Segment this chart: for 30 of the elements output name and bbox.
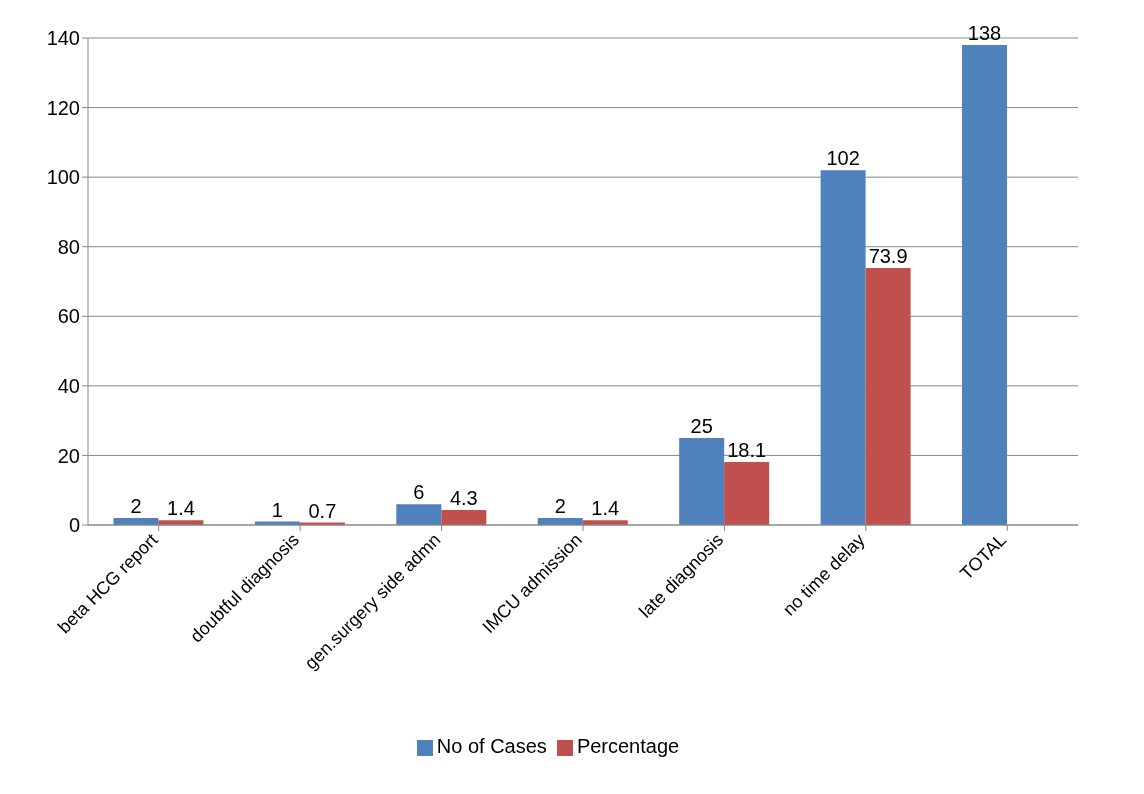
bar xyxy=(441,510,487,525)
data-label: 0.7 xyxy=(308,499,337,522)
data-label: 102 xyxy=(826,147,860,170)
data-label: 18.1 xyxy=(727,439,767,462)
y-tick-label: 140 xyxy=(46,27,80,50)
data-label: 2 xyxy=(130,495,142,518)
y-tick-label: 100 xyxy=(46,166,80,189)
data-label: 2 xyxy=(554,495,566,518)
y-tick-label: 60 xyxy=(57,305,80,328)
legend-label: Percentage xyxy=(576,735,680,757)
bar xyxy=(865,267,911,525)
y-tick-label: 0 xyxy=(68,514,80,537)
data-label: 138 xyxy=(967,21,1002,44)
bar xyxy=(962,44,1008,525)
data-label: 25 xyxy=(690,415,713,438)
data-label: 4.3 xyxy=(449,487,478,510)
y-tick-label: 120 xyxy=(46,96,80,119)
data-label: 1.4 xyxy=(591,497,620,520)
bar xyxy=(679,438,725,525)
y-tick-label: 20 xyxy=(57,444,80,467)
data-label: 73.9 xyxy=(868,244,908,267)
data-label: 1 xyxy=(271,498,283,521)
bar xyxy=(396,504,442,525)
data-label: 6 xyxy=(413,481,425,504)
bar xyxy=(724,462,770,525)
y-tick-label: 40 xyxy=(57,374,80,397)
y-tick-label: 80 xyxy=(57,235,80,258)
legend-label: No of Cases xyxy=(436,735,547,757)
bar xyxy=(820,170,866,525)
data-label: 1.4 xyxy=(167,497,195,520)
